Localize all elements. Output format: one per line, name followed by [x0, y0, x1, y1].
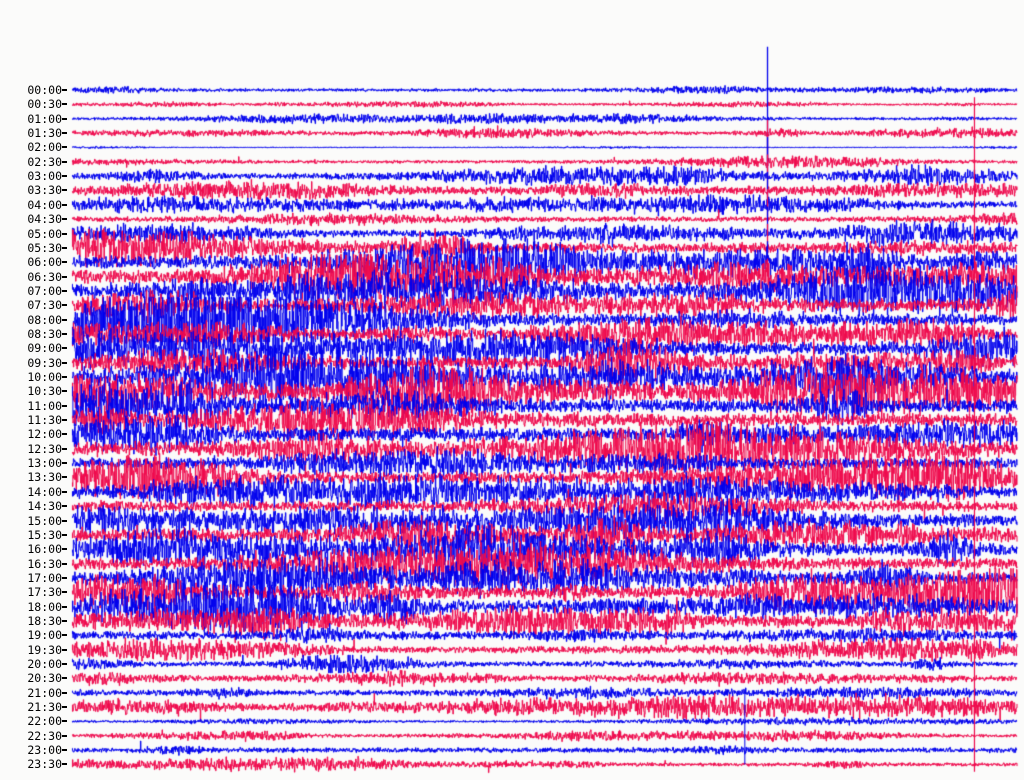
time-axis-tick	[62, 318, 67, 321]
time-axis-label: 03:30	[27, 183, 62, 198]
time-axis-tick	[62, 533, 67, 536]
time-axis-label: 13:30	[27, 470, 62, 485]
time-axis-label: 03:00	[27, 169, 62, 184]
time-axis-tick	[62, 433, 67, 436]
time-axis-tick	[62, 361, 67, 364]
time-axis-label: 00:30	[27, 97, 62, 112]
time-axis-label: 16:30	[27, 556, 62, 571]
time-axis-label: 23:00	[27, 743, 62, 758]
time-axis-label: 09:00	[27, 341, 62, 356]
time-axis-tick	[62, 706, 67, 709]
time-axis-label: 07:30	[27, 298, 62, 313]
time-axis-label: 02:00	[27, 140, 62, 155]
time-axis-tick	[62, 576, 67, 579]
time-axis-tick	[62, 117, 67, 120]
time-axis-label: 18:30	[27, 613, 62, 628]
time-axis-label: 18:00	[27, 599, 62, 614]
time-axis-tick	[62, 663, 67, 665]
time-axis-tick	[62, 591, 67, 594]
time-axis-label: 13:00	[27, 456, 62, 471]
time-axis-tick	[62, 189, 67, 192]
time-axis-tick	[62, 691, 67, 694]
time-axis-tick	[62, 289, 67, 292]
time-axis-label: 19:00	[27, 628, 62, 643]
time-axis-label: 23:30	[27, 757, 62, 772]
time-axis-tick	[62, 462, 67, 465]
time-axis-tick	[62, 261, 67, 264]
time-axis-label: 12:00	[27, 427, 62, 442]
time-axis-tick	[62, 203, 67, 206]
time-axis-label: 17:00	[27, 570, 62, 585]
time-axis-tick	[62, 505, 67, 508]
time-axis-tick	[62, 619, 67, 622]
time-axis-tick	[62, 160, 67, 163]
time-axis-label: 15:00	[27, 513, 62, 528]
time-axis-tick	[62, 246, 67, 249]
time-axis-label: 22:30	[27, 728, 62, 743]
time-axis-tick	[62, 419, 67, 422]
time-axis-tick	[62, 763, 67, 766]
time-axis-label: 16:00	[27, 542, 62, 557]
time-axis-tick	[62, 749, 67, 752]
time-axis-tick	[62, 734, 67, 737]
time-axis-label: 08:30	[27, 326, 62, 341]
time-axis-label: 19:30	[27, 642, 62, 657]
time-axis-tick	[62, 720, 67, 723]
time-axis-label: 17:30	[27, 585, 62, 600]
time-axis-tick	[62, 605, 67, 608]
time-axis-label: 08:00	[27, 312, 62, 327]
time-axis-tick	[62, 275, 67, 278]
time-axis-tick	[62, 103, 67, 106]
time-axis-label: 10:30	[27, 384, 62, 399]
time-axis-label: 07:00	[27, 283, 62, 298]
time-axis-label: 14:00	[27, 484, 62, 499]
time-axis-tick	[62, 634, 67, 637]
time-axis-label: 21:00	[27, 685, 62, 700]
time-axis-tick	[62, 232, 67, 235]
time-axis-label: 01:00	[27, 111, 62, 126]
time-axis-tick	[62, 347, 67, 350]
time-axis-label: 05:00	[27, 226, 62, 241]
time-axis-tick	[62, 476, 67, 479]
time-axis-label: 22:00	[27, 714, 62, 729]
time-axis-tick	[62, 376, 67, 378]
time-axis-tick	[62, 562, 67, 565]
time-axis-label: 01:30	[27, 126, 62, 141]
time-axis-tick	[62, 175, 67, 178]
time-axis-label: 12:30	[27, 441, 62, 456]
time-axis-label: 09:30	[27, 355, 62, 370]
time-axis-tick	[62, 447, 67, 450]
time-axis-label: 04:30	[27, 212, 62, 227]
time-axis-label: 00:00	[27, 83, 62, 97]
time-axis-label: 20:30	[27, 671, 62, 686]
time-axis-tick	[62, 332, 67, 335]
time-axis-label: 11:00	[27, 398, 62, 413]
time-axis-tick	[62, 404, 67, 407]
time-axis-tick	[62, 390, 67, 393]
time-axis-label: 21:30	[27, 700, 62, 715]
time-axis-tick	[62, 89, 67, 91]
time-axis-label: 06:00	[27, 255, 62, 270]
time-axis-label: 11:30	[27, 413, 62, 428]
time-axis-label: 04:00	[27, 197, 62, 212]
time-axis-label: 15:30	[27, 527, 62, 542]
time-axis-tick	[62, 490, 67, 493]
time-axis-tick	[62, 648, 67, 651]
time-axis-tick	[62, 146, 67, 149]
time-axis-tick	[62, 519, 67, 522]
time-axis-label: 20:00	[27, 657, 62, 671]
time-axis-label: 02:30	[27, 154, 62, 169]
time-axis-tick	[62, 548, 67, 551]
time-axis-label: 05:30	[27, 240, 62, 255]
time-axis-tick	[62, 132, 67, 135]
time-axis-tick	[62, 677, 67, 680]
time-axis-label: 10:00	[27, 370, 62, 384]
time-axis-label: 06:30	[27, 269, 62, 284]
time-axis-tick	[62, 304, 67, 307]
time-axis-label: 14:30	[27, 499, 62, 514]
time-axis-tick	[62, 218, 67, 221]
